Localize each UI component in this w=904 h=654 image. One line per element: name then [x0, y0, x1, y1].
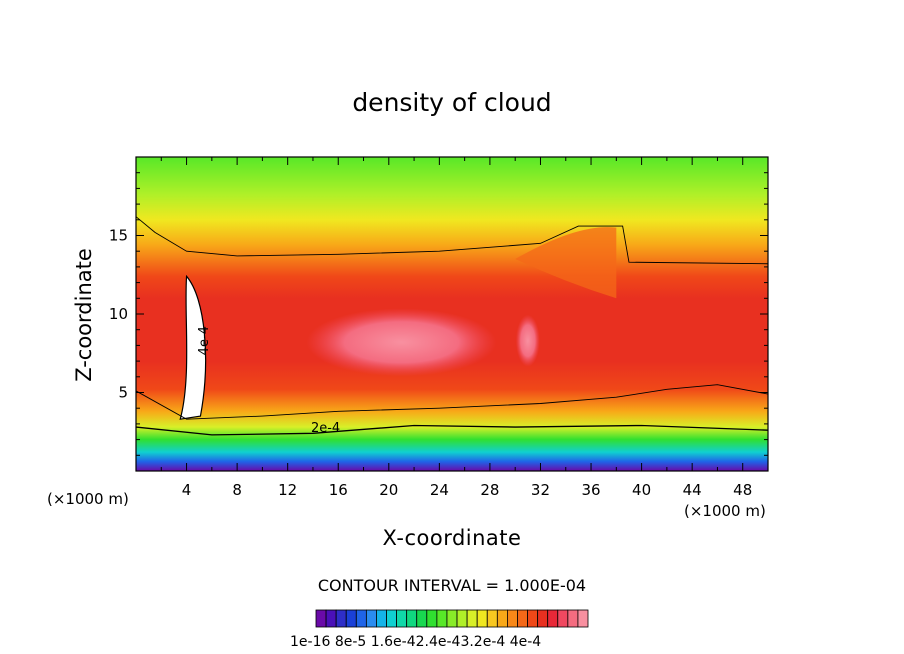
contour-4e-4: [179, 274, 207, 420]
y-tick-label: 10: [109, 305, 128, 323]
colorbar-swatch: [577, 609, 589, 628]
colorbar-swatch: [557, 609, 569, 628]
colorbar-swatch: [486, 609, 498, 628]
colorbar-swatch: [416, 609, 428, 628]
colorbar-swatch: [537, 609, 549, 628]
colorbar-swatch: [376, 609, 387, 628]
density-core: [306, 308, 497, 377]
colorbar-swatch: [527, 609, 539, 628]
x-axis-label: X-coordinate: [382, 526, 522, 550]
x-axis-unit-right: (×1000 m): [684, 502, 766, 520]
x-tick-label: 4: [182, 481, 192, 499]
x-tick-label: 36: [581, 481, 600, 499]
colorbar: [315, 609, 589, 628]
colorbar-labels: 1e-16 8e-5 1.6e-42.4e-43.2e-4 4e-4: [290, 634, 542, 650]
y-tick-label: 15: [109, 227, 128, 245]
colorbar-swatch: [466, 609, 478, 628]
colorbar-swatch: [406, 609, 418, 628]
colorbar-swatch: [335, 609, 347, 628]
chart-title: density of cloud: [352, 88, 552, 117]
colorbar-swatch: [396, 609, 408, 628]
x-tick-label: 44: [683, 481, 702, 499]
colorbar-swatch: [496, 609, 508, 628]
contour-2e-4: [136, 424, 768, 436]
x-axis-unit-left: (×1000 m): [47, 490, 129, 508]
colorbar-swatch: [517, 609, 528, 628]
colorbar-swatch: [345, 609, 357, 628]
x-tick-label: 24: [430, 481, 449, 499]
colorbar-swatch: [456, 609, 468, 628]
x-tick-label: 16: [329, 481, 348, 499]
density-core-east: [515, 314, 540, 367]
contour-interval-text: CONTOUR INTERVAL = 1.000E-04: [317, 576, 587, 595]
plot-area: 4e-4 2e-4: [135, 156, 769, 472]
colorbar-swatch: [507, 609, 518, 628]
contour-upper: [136, 216, 768, 265]
colorbar-swatch: [365, 609, 377, 628]
y-tick-label: 5: [118, 384, 128, 402]
colorbar-swatch: [547, 609, 559, 628]
colorbar-swatch: [355, 609, 367, 628]
x-tick-label: 20: [379, 481, 398, 499]
x-tick-label: 8: [232, 481, 242, 499]
x-tick-label: 40: [632, 481, 651, 499]
x-tick-label: 28: [480, 481, 499, 499]
colorbar-swatch: [446, 609, 458, 628]
x-tick-label: 48: [733, 481, 752, 499]
colorbar-swatch: [315, 609, 327, 628]
colorbar-swatch: [325, 609, 337, 628]
x-tick-label: 32: [531, 481, 550, 499]
colorbar-swatch: [476, 609, 488, 628]
updraft-tongue: [515, 227, 617, 299]
colorbar-swatch: [436, 609, 448, 628]
y-axis-ticks: 5 10 15: [109, 172, 768, 456]
contour-lower: [136, 384, 768, 420]
field-layer: 4e-4 2e-4: [136, 157, 768, 471]
colorbar-swatch: [426, 609, 438, 628]
contour-label: 2e-4: [311, 421, 340, 436]
x-tick-label: 12: [278, 481, 297, 499]
colorbar-swatch: [567, 609, 579, 628]
x-axis-ticks: 4 8 12 16 20 24 28 32 36 40 44 48: [160, 157, 752, 499]
contour-label: 4e-4: [197, 326, 212, 355]
colorbar-swatch: [386, 609, 397, 628]
